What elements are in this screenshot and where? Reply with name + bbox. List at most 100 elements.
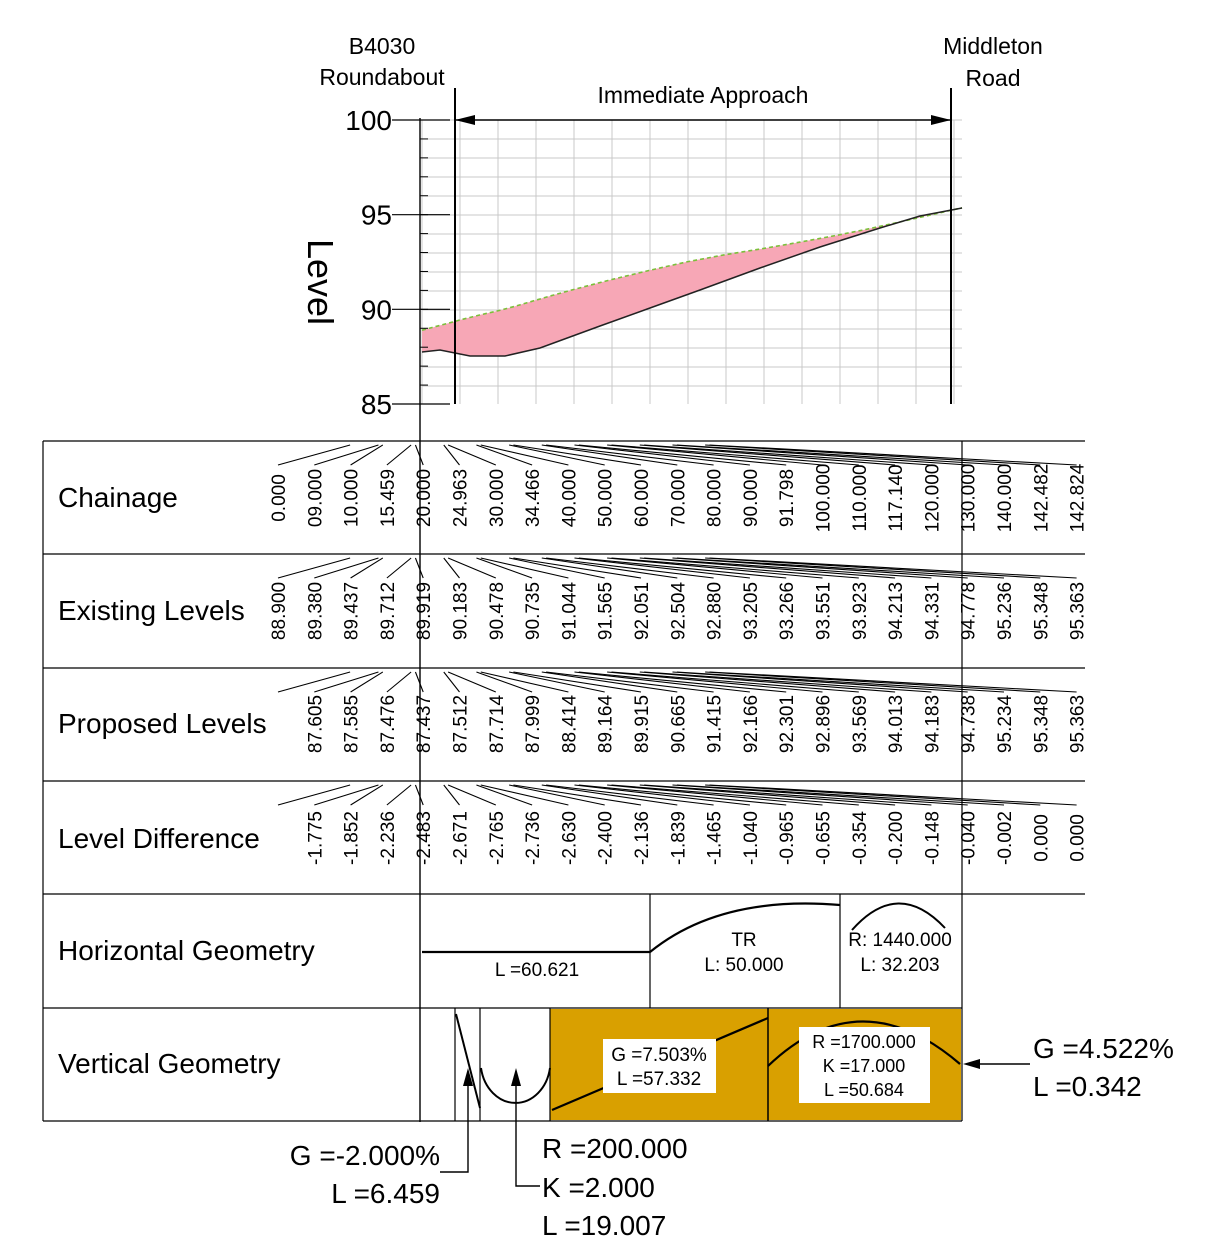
proposed-value: 90.665 bbox=[668, 695, 689, 753]
difference-value: -0.655 bbox=[814, 811, 835, 865]
difference-value: -1.839 bbox=[668, 811, 689, 865]
grade-label-box bbox=[603, 1039, 716, 1093]
existing-value: 93.205 bbox=[741, 582, 762, 640]
chainage-value: 50.000 bbox=[596, 469, 617, 527]
chainage-value: 80.000 bbox=[705, 469, 726, 527]
proposed-value: 93.569 bbox=[850, 695, 871, 753]
existing-value: 91.044 bbox=[559, 582, 580, 641]
chainage-value: 09.000 bbox=[305, 469, 326, 527]
callout-leaders bbox=[440, 1059, 1030, 1187]
y-tick-label: 100 bbox=[345, 105, 392, 136]
horizontal-geometry-graphic bbox=[422, 894, 946, 1008]
table-leader-lines bbox=[277, 444, 1077, 806]
approach-arrow-right bbox=[931, 115, 951, 125]
existing-value: 88.900 bbox=[269, 582, 290, 640]
horizontal-straight-length: L =60.621 bbox=[495, 960, 579, 981]
proposed-value: 87.512 bbox=[451, 695, 472, 753]
existing-value: 95.363 bbox=[1068, 582, 1089, 640]
proposed-value: 87.999 bbox=[523, 695, 544, 753]
callout-grade-right-l: L =0.342 bbox=[1033, 1071, 1142, 1102]
horizontal-transition-length: L: 50.000 bbox=[704, 955, 783, 976]
difference-value: -0.200 bbox=[886, 811, 907, 865]
difference-value: -2.136 bbox=[632, 811, 653, 865]
difference-value: -2.400 bbox=[596, 811, 617, 865]
chainage-value: 117.140 bbox=[886, 464, 907, 531]
vertical-grade-length: L =57.332 bbox=[617, 1069, 701, 1090]
proposed-value: 92.301 bbox=[777, 695, 798, 753]
chainage-value: 24.963 bbox=[451, 469, 472, 527]
difference-value: -2.483 bbox=[414, 811, 435, 865]
proposed-value: 94.738 bbox=[959, 695, 980, 753]
location-left-line1: B4030 bbox=[349, 33, 416, 59]
difference-value: -1.775 bbox=[305, 811, 326, 865]
proposed-value: 87.585 bbox=[342, 695, 363, 753]
proposed-value: 87.605 bbox=[305, 695, 326, 753]
difference-value: -0.965 bbox=[777, 811, 798, 865]
approach-label: Immediate Approach bbox=[598, 82, 809, 108]
row-label-vertical-geometry: Vertical Geometry bbox=[58, 1048, 281, 1079]
y-axis-ticks: 100 95 90 85 bbox=[345, 105, 450, 420]
vertical-curve-length: L =50.684 bbox=[824, 1080, 904, 1100]
chainage-value: 30.000 bbox=[487, 469, 508, 527]
vertical-curve-k: K =17.000 bbox=[823, 1056, 906, 1076]
proposed-value: 95.348 bbox=[1031, 695, 1052, 753]
chainage-value: 142.824 bbox=[1068, 463, 1089, 532]
existing-value: 95.348 bbox=[1031, 582, 1052, 640]
callout-grade-left-g: G =-2.000% bbox=[290, 1140, 440, 1171]
chainage-value: 20.000 bbox=[414, 469, 435, 527]
difference-value: -1.040 bbox=[741, 811, 762, 865]
vertical-curve-radius: R =1700.000 bbox=[812, 1032, 916, 1052]
existing-value: 89.712 bbox=[378, 582, 399, 640]
y-tick-label: 85 bbox=[361, 389, 392, 420]
existing-value: 93.923 bbox=[850, 582, 871, 640]
difference-value: 0.000 bbox=[1031, 814, 1052, 862]
row-label-existing-levels: Existing Levels bbox=[58, 595, 245, 626]
location-right-line1: Middleton bbox=[943, 33, 1043, 59]
callout-sag-radius: R =200.000 bbox=[542, 1133, 688, 1164]
difference-value: 0.000 bbox=[1068, 814, 1089, 862]
difference-value: -0.148 bbox=[922, 811, 943, 865]
chainage-value: 34.466 bbox=[523, 469, 544, 527]
horizontal-curve-radius: R: 1440.000 bbox=[848, 930, 952, 951]
existing-level-line bbox=[421, 207, 963, 331]
difference-value: -0.002 bbox=[995, 811, 1016, 865]
existing-value: 91.565 bbox=[596, 582, 617, 640]
difference-value: -2.630 bbox=[559, 811, 580, 865]
approach-arrow-left bbox=[455, 115, 475, 125]
existing-value: 95.236 bbox=[995, 582, 1016, 640]
horizontal-curve-length: L: 32.203 bbox=[860, 955, 939, 976]
location-right-line2: Road bbox=[966, 65, 1021, 91]
y-axis-title: Level bbox=[300, 239, 341, 325]
row-label-horizontal-geometry: Horizontal Geometry bbox=[58, 935, 315, 966]
existing-value: 89.380 bbox=[305, 582, 326, 640]
proposed-level-line bbox=[421, 207, 963, 357]
chainage-value: 100.000 bbox=[814, 464, 835, 533]
data-table bbox=[42, 440, 1085, 1122]
proposed-value: 95.363 bbox=[1068, 695, 1089, 753]
chainage-value: 142.482 bbox=[1031, 464, 1052, 533]
proposed-value: 89.915 bbox=[632, 695, 653, 753]
row-label-proposed-levels: Proposed Levels bbox=[58, 708, 267, 739]
proposed-value: 95.234 bbox=[995, 695, 1016, 754]
difference-value: -1.852 bbox=[342, 811, 363, 865]
difference-value: -1.465 bbox=[705, 811, 726, 865]
chainage-value: 120.000 bbox=[922, 464, 943, 533]
difference-value: -2.671 bbox=[451, 811, 472, 865]
chainage-value: 110.000 bbox=[850, 464, 871, 531]
proposed-value: 91.415 bbox=[705, 695, 726, 753]
existing-value: 90.735 bbox=[523, 582, 544, 640]
proposed-value: 88.414 bbox=[559, 695, 580, 754]
chainage-value: 0.000 bbox=[269, 474, 290, 522]
existing-value: 90.183 bbox=[451, 582, 472, 640]
difference-value: -2.765 bbox=[487, 811, 508, 865]
proposed-value: 92.896 bbox=[814, 695, 835, 753]
existing-value: 94.331 bbox=[922, 582, 943, 640]
chainage-value: 40.000 bbox=[559, 469, 580, 527]
proposed-value: 87.714 bbox=[487, 695, 508, 754]
y-tick-label: 95 bbox=[361, 200, 392, 231]
chainage-value: 60.000 bbox=[632, 469, 653, 527]
proposed-value: 87.476 bbox=[378, 695, 399, 753]
y-tick-label: 90 bbox=[361, 294, 392, 325]
existing-value: 89.919 bbox=[414, 582, 435, 640]
